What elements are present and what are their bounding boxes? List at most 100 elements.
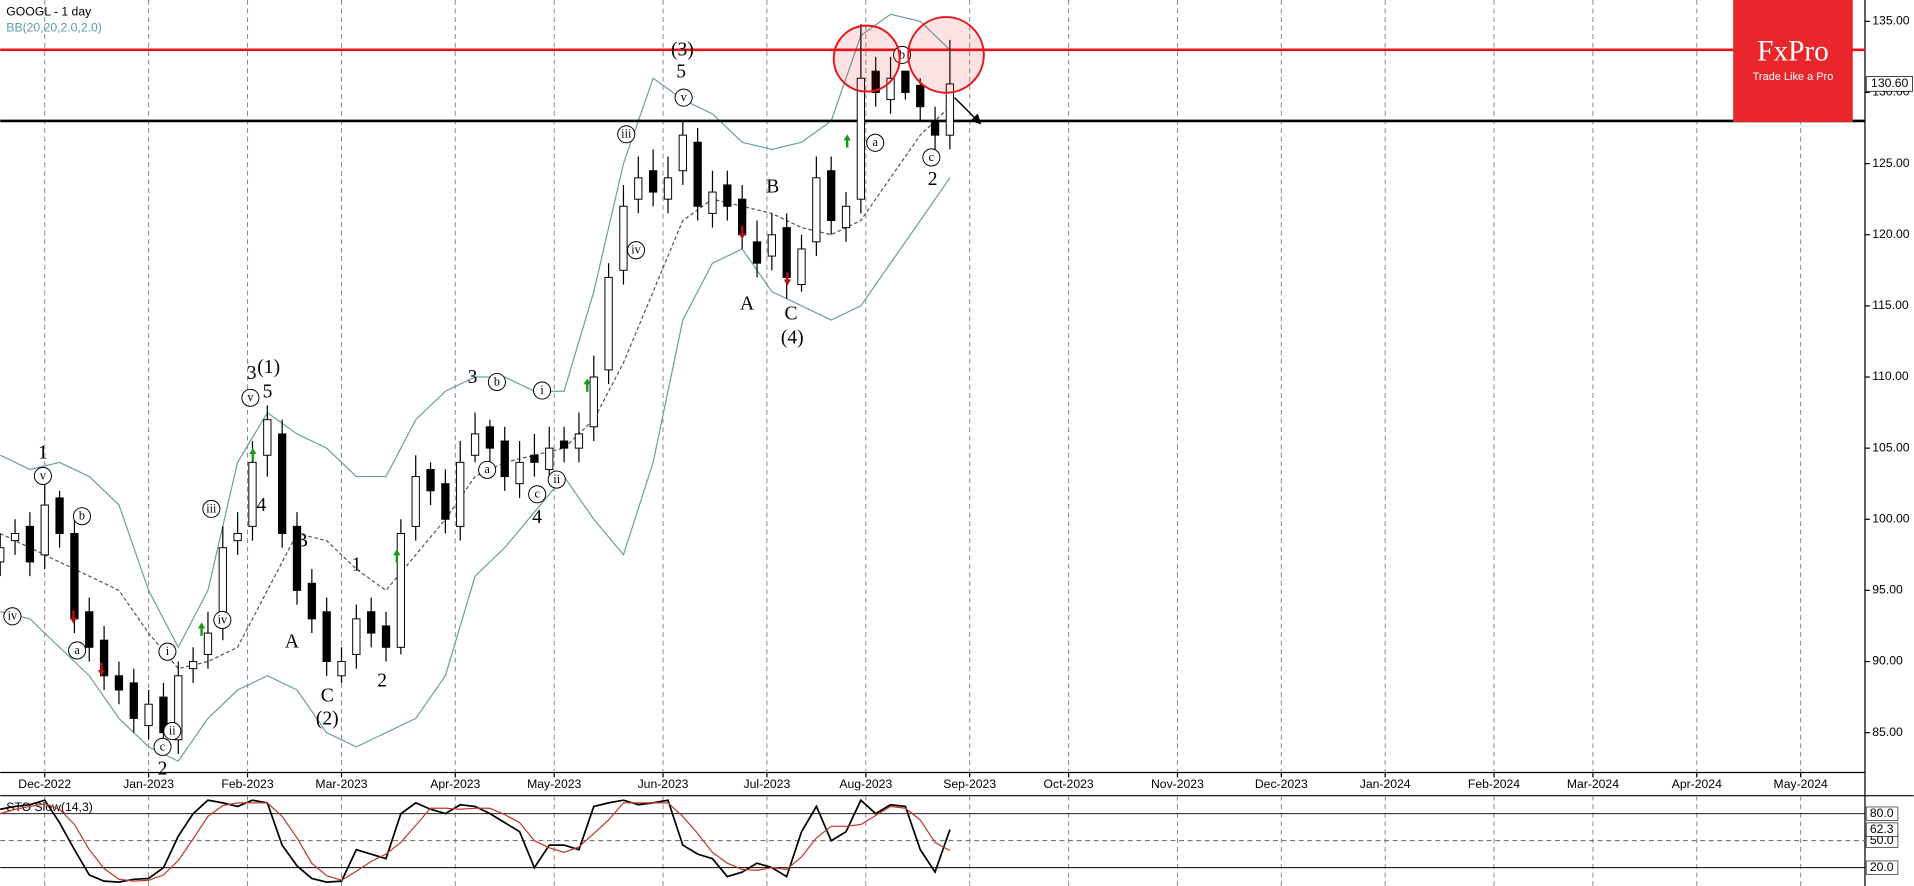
candle-body <box>233 533 242 542</box>
wave-label: (3) <box>671 40 694 61</box>
wave-label: (1) <box>257 357 280 378</box>
sell-arrow <box>738 225 746 240</box>
bollinger-middle <box>0 106 951 670</box>
candle-body <box>678 134 687 172</box>
candle-body <box>322 611 331 663</box>
wave-label: 2 <box>377 671 387 692</box>
x-tick-label: Apr-2024 <box>1672 777 1722 791</box>
y-tick-label: 110.00 <box>1872 369 1909 383</box>
candle-body <box>663 177 673 200</box>
x-tick-label: Dec-2023 <box>1255 777 1308 791</box>
wave-label: (4) <box>781 328 804 349</box>
candle-body <box>545 447 554 470</box>
candle-body <box>470 433 480 456</box>
wave-label: b <box>79 509 85 523</box>
projection-arrow <box>954 97 978 121</box>
wave-label: a <box>74 643 80 657</box>
y-tick-label: 80.0 <box>1870 806 1894 820</box>
candle-body <box>856 77 866 200</box>
candle-body <box>559 440 569 449</box>
x-tick-label: Feb-2024 <box>1468 777 1520 791</box>
candle-body <box>381 625 391 648</box>
x-tick-label: Jun-2023 <box>638 777 689 791</box>
wave-label: C <box>321 685 334 706</box>
buy-arrow <box>843 134 851 148</box>
wave-label: 3 <box>247 363 257 384</box>
wave-label: 5 <box>263 381 273 402</box>
y-tick-box <box>1865 806 1899 821</box>
candle-body <box>886 77 895 101</box>
candle-body <box>337 661 346 677</box>
y-tick-label: 105.00 <box>1872 440 1909 454</box>
wave-label: c <box>160 739 166 753</box>
candle-body <box>604 276 613 371</box>
candle-body <box>114 675 124 691</box>
candle-body <box>901 70 910 93</box>
candle-body <box>619 205 628 271</box>
candle-body <box>292 525 302 591</box>
candle-body <box>25 525 35 563</box>
stochastic-line <box>0 798 951 883</box>
candle-body <box>634 177 643 200</box>
wave-circle <box>487 372 506 392</box>
wave-circle <box>478 460 497 479</box>
candle-body <box>99 639 109 677</box>
wave-label: A <box>740 294 754 315</box>
candle-body <box>396 533 406 648</box>
wave-label: a <box>484 462 490 476</box>
y-tick-label: 90.00 <box>1872 654 1903 668</box>
candle-body <box>10 533 20 542</box>
wave-label: 1 <box>38 442 48 463</box>
candle-body <box>456 461 465 527</box>
last-price-label: 130.60 <box>1871 76 1908 90</box>
candle-body <box>930 120 940 136</box>
x-tick-label: Apr-2023 <box>430 777 480 791</box>
y-tick-label: 125.00 <box>1872 156 1909 170</box>
candle-body <box>203 632 213 655</box>
x-tick-label: Oct-2023 <box>1044 777 1094 791</box>
wave-circle <box>627 241 646 260</box>
candle-body <box>530 454 539 463</box>
wave-circle <box>68 641 87 660</box>
wave-circle <box>674 88 693 107</box>
wave-label: v <box>681 90 688 104</box>
last-price-box <box>1865 76 1913 92</box>
candle-body <box>85 611 94 648</box>
candle-body <box>812 177 821 243</box>
candle-body <box>144 703 153 727</box>
y-tick-label: 85.00 <box>1872 725 1903 739</box>
candle-body <box>55 497 64 534</box>
wave-label: 4 <box>256 495 266 516</box>
wave-circle <box>547 470 566 489</box>
y-tick-label: 100.00 <box>1872 511 1909 525</box>
buy-arrow <box>393 549 401 563</box>
highlight-circle <box>832 24 901 93</box>
chart-title: GOOGL - 1 day <box>6 4 92 18</box>
candle-body <box>263 419 272 456</box>
y-tick-box <box>1865 860 1899 875</box>
wave-label: v <box>40 468 47 482</box>
wave-label: b <box>494 374 500 388</box>
wave-label: v <box>247 390 254 404</box>
wave-label: iv <box>218 612 228 626</box>
x-tick-label: Aug-2023 <box>839 777 892 791</box>
wave-label: 5 <box>676 62 686 83</box>
buy-arrow <box>197 622 206 636</box>
wave-label: b <box>899 47 905 61</box>
candle-body <box>352 618 361 655</box>
candle-body <box>723 184 732 207</box>
wave-label: c <box>929 150 935 164</box>
candle-body <box>441 483 450 520</box>
candle-body <box>782 227 791 278</box>
candle-body <box>411 476 420 527</box>
x-tick-label: Mar-2023 <box>315 777 367 791</box>
wave-label: 1 <box>352 555 362 576</box>
candle-body <box>307 582 316 620</box>
buy-arrow <box>583 378 591 392</box>
candle-body <box>797 248 806 286</box>
candle-body <box>367 611 376 634</box>
x-tick-label: Nov-2023 <box>1151 777 1204 791</box>
candle-body <box>767 234 776 257</box>
